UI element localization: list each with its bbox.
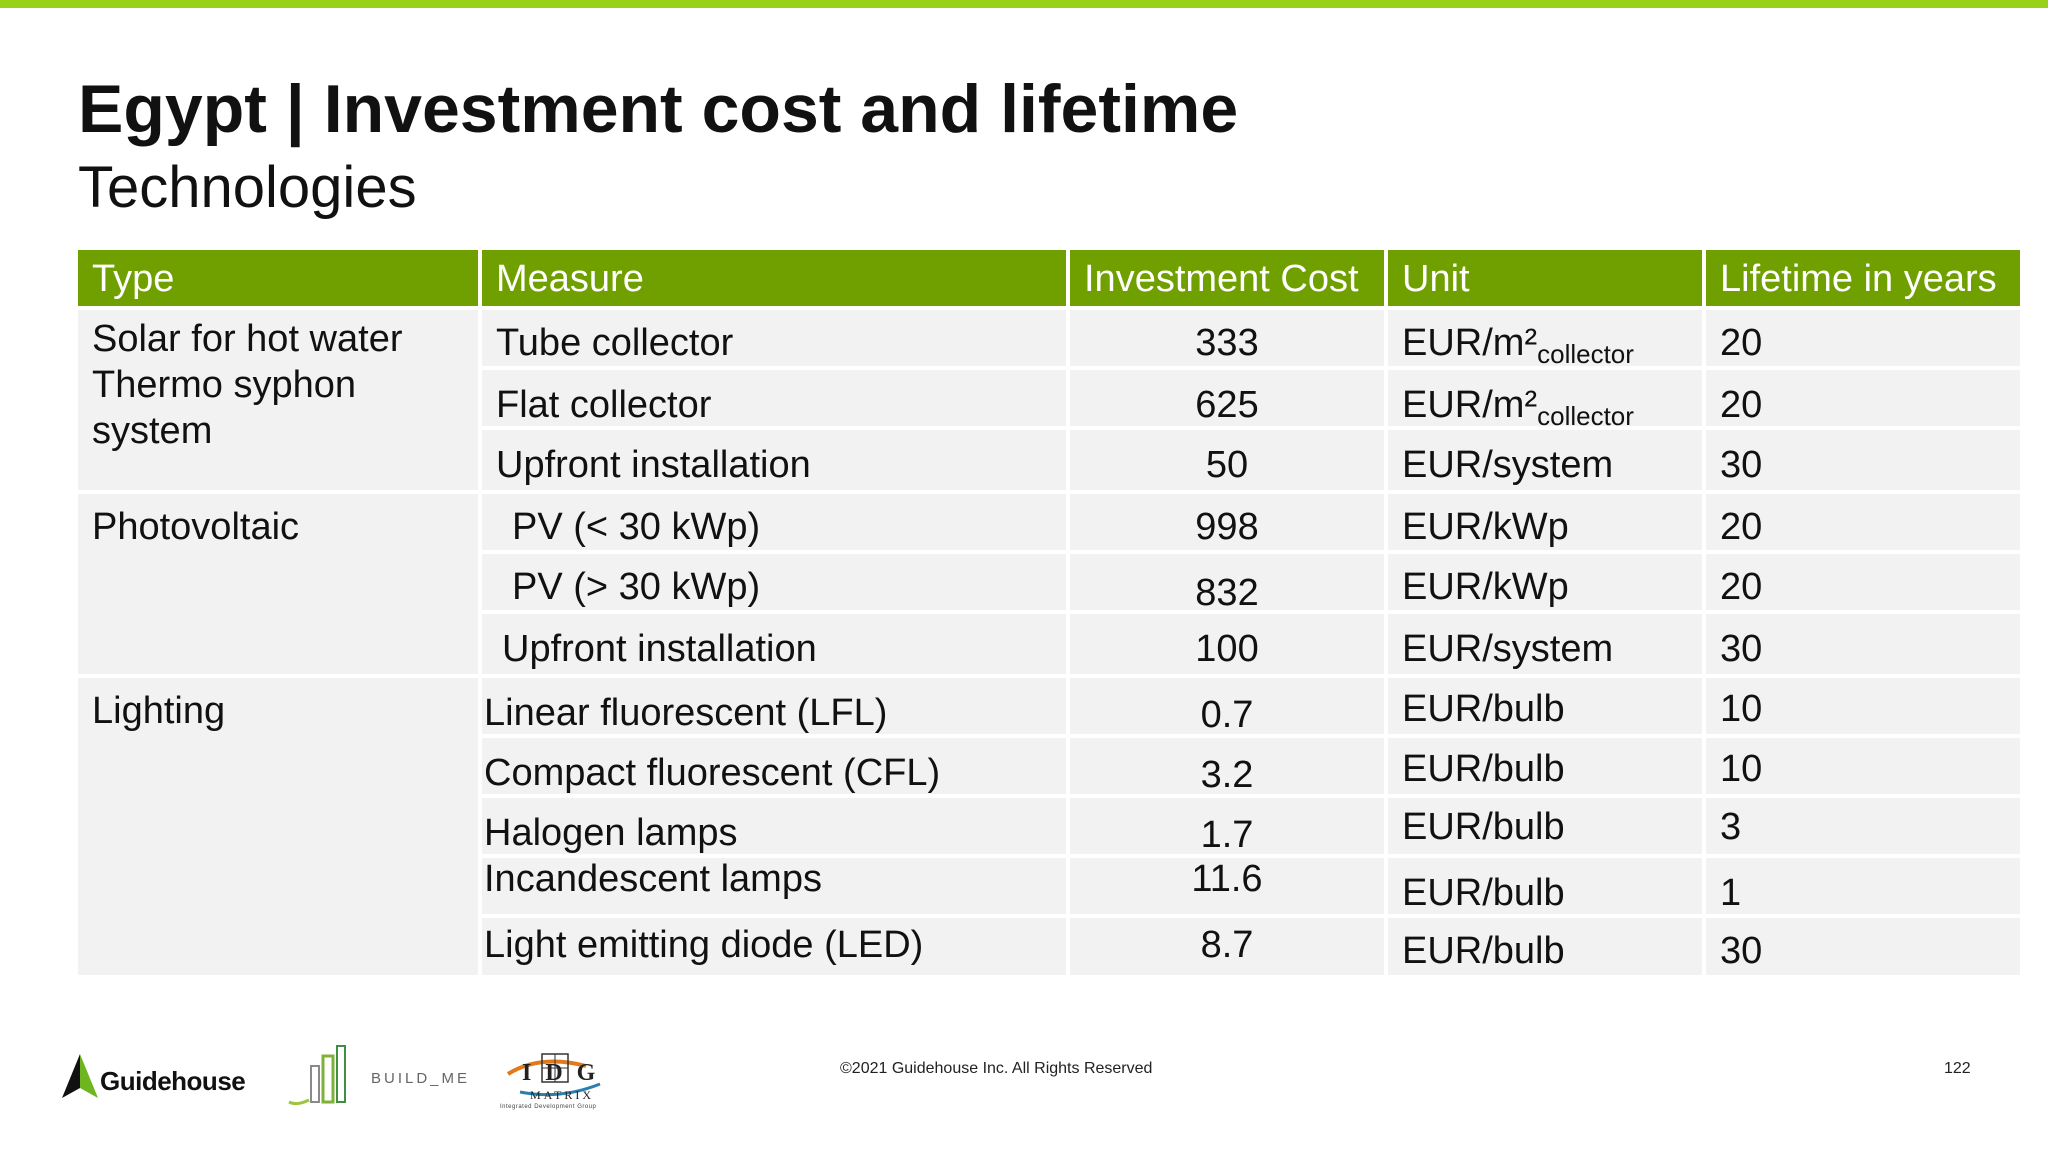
table-row-measure: Upfront installation: [482, 430, 1066, 490]
table-row-measure: Compact fluorescent (CFL): [482, 738, 1066, 794]
page-number: 122: [1944, 1060, 1971, 1077]
table-row-measure: PV (> 30 kWp): [482, 554, 1066, 610]
table-row-measure: Light emitting diode (LED): [482, 918, 1066, 975]
table-row-measure: PV (< 30 kWp): [482, 494, 1066, 550]
table-row-lifetime: 20: [1706, 554, 2020, 610]
type-cell-lighting: Lighting: [78, 678, 478, 975]
table-row-lifetime: 20: [1706, 310, 2020, 366]
table-row-measure: Tube collector: [482, 310, 1066, 366]
type-cell-photovoltaic: Photovoltaic: [78, 494, 478, 674]
table-row-unit: EUR/bulb: [1388, 678, 1702, 734]
table-row-cost: 333: [1070, 310, 1384, 366]
table-row-lifetime: 10: [1706, 738, 2020, 794]
column-header-lifetime: Lifetime in years: [1706, 250, 2020, 306]
idg-matrix-mark-icon: [506, 1053, 601, 1097]
table-row-cost: 832: [1070, 554, 1384, 614]
table-row-lifetime: 20: [1706, 494, 2020, 550]
idg-matrix-logo: IDG MATRIX Integrated Development Group: [500, 1046, 620, 1116]
table-row-unit: EUR/m²collector: [1388, 310, 1702, 369]
table-row-cost: 625: [1070, 370, 1384, 426]
table-row-unit: EUR/bulb: [1388, 738, 1702, 794]
table-row-cost: 50: [1070, 430, 1384, 490]
type-cell-solar: Solar for hot water Thermo syphon system: [78, 310, 478, 490]
table-row-cost: 0.7: [1070, 678, 1384, 736]
guidehouse-logo: Guidehouse: [60, 1052, 260, 1102]
table-row-cost: 1.7: [1070, 798, 1384, 856]
column-header-investment-cost: Investment Cost: [1070, 250, 1384, 306]
table-row-cost: 8.7: [1070, 918, 1384, 975]
table-row-unit: EUR/bulb: [1388, 798, 1702, 854]
table-row-lifetime: 30: [1706, 430, 2020, 490]
table-row-lifetime: 1: [1706, 858, 2020, 914]
table-row-measure: Upfront installation: [482, 614, 1066, 674]
top-accent-bar: [0, 0, 2048, 8]
build-me-mark-icon: [288, 1045, 346, 1106]
build-me-logo: BUILD_ME: [285, 1042, 475, 1112]
table-row-lifetime: 3: [1706, 798, 2020, 854]
table-row-measure: Incandescent lamps: [482, 858, 1066, 914]
copyright-notice: ©2021 Guidehouse Inc. All Rights Reserve…: [840, 1060, 1153, 1077]
table-row-cost: 3.2: [1070, 738, 1384, 796]
table-row-lifetime: 30: [1706, 918, 2020, 975]
table-row-unit: EUR/system: [1388, 614, 1702, 674]
table-row-unit: EUR/system: [1388, 430, 1702, 490]
page-subtitle: Technologies: [78, 155, 417, 220]
table-row-lifetime: 10: [1706, 678, 2020, 734]
table-row-unit: EUR/kWp: [1388, 494, 1702, 550]
table-row-measure: Linear fluorescent (LFL): [482, 678, 1066, 734]
table-row-unit: EUR/m²collector: [1388, 370, 1702, 431]
column-header-measure: Measure: [482, 250, 1066, 306]
table-row-cost: 100: [1070, 614, 1384, 674]
table-row-measure: Halogen lamps: [482, 798, 1066, 854]
table-row-cost: 998: [1070, 494, 1384, 550]
table-row-unit: EUR/bulb: [1388, 858, 1702, 914]
page-title: Egypt | Investment cost and lifetime: [78, 71, 1239, 147]
column-header-unit: Unit: [1388, 250, 1702, 306]
table-row-cost: 11.6: [1070, 858, 1384, 914]
guidehouse-mark-icon: [62, 1054, 98, 1098]
investment-table: Type Measure Investment Cost Unit Lifeti…: [78, 250, 2020, 975]
table-row-unit: EUR/bulb: [1388, 918, 1702, 975]
table-row-measure: Flat collector: [482, 370, 1066, 426]
table-row-lifetime: 20: [1706, 370, 2020, 426]
table-row-lifetime: 30: [1706, 614, 2020, 674]
table-row-unit: EUR/kWp: [1388, 554, 1702, 610]
column-header-type: Type: [78, 250, 478, 306]
